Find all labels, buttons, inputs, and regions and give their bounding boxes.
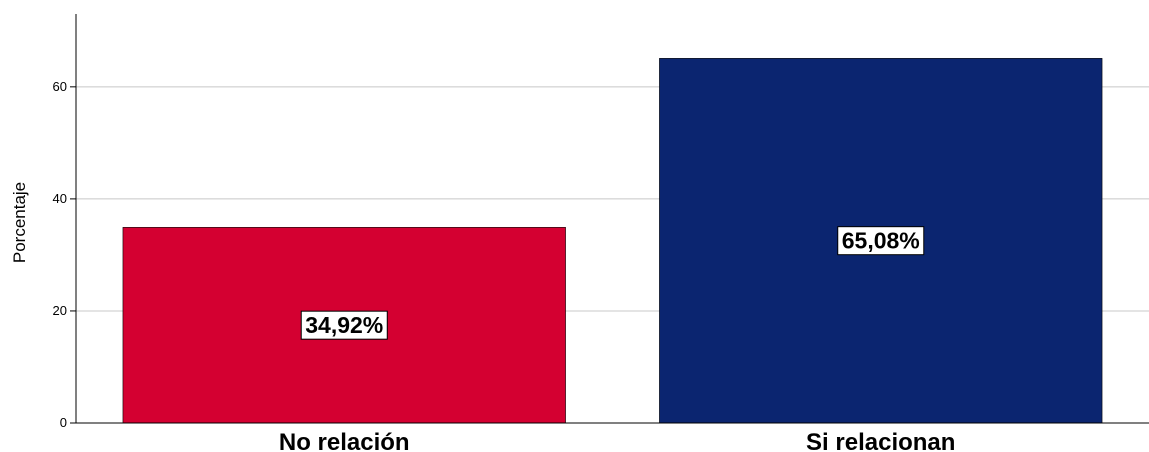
data-label: 34,92% xyxy=(305,312,383,338)
y-axis-title: Porcentaje xyxy=(10,182,29,263)
x-category-label: No relación xyxy=(279,429,410,452)
y-tick-label: 0 xyxy=(60,415,67,430)
y-tick-label: 60 xyxy=(53,79,67,94)
y-tick-label: 40 xyxy=(53,191,67,206)
data-labels: 34,92% 65,08% xyxy=(300,226,925,340)
data-label-box xyxy=(300,310,388,340)
y-tick-label: 20 xyxy=(53,303,67,318)
bars xyxy=(122,58,1103,424)
x-category-label: Si relacionan xyxy=(806,429,955,452)
data-label-box xyxy=(837,226,925,256)
data-label: 65,08% xyxy=(842,228,920,254)
axes: 0 20 40 60 No relación Si relacionan xyxy=(53,14,1149,452)
